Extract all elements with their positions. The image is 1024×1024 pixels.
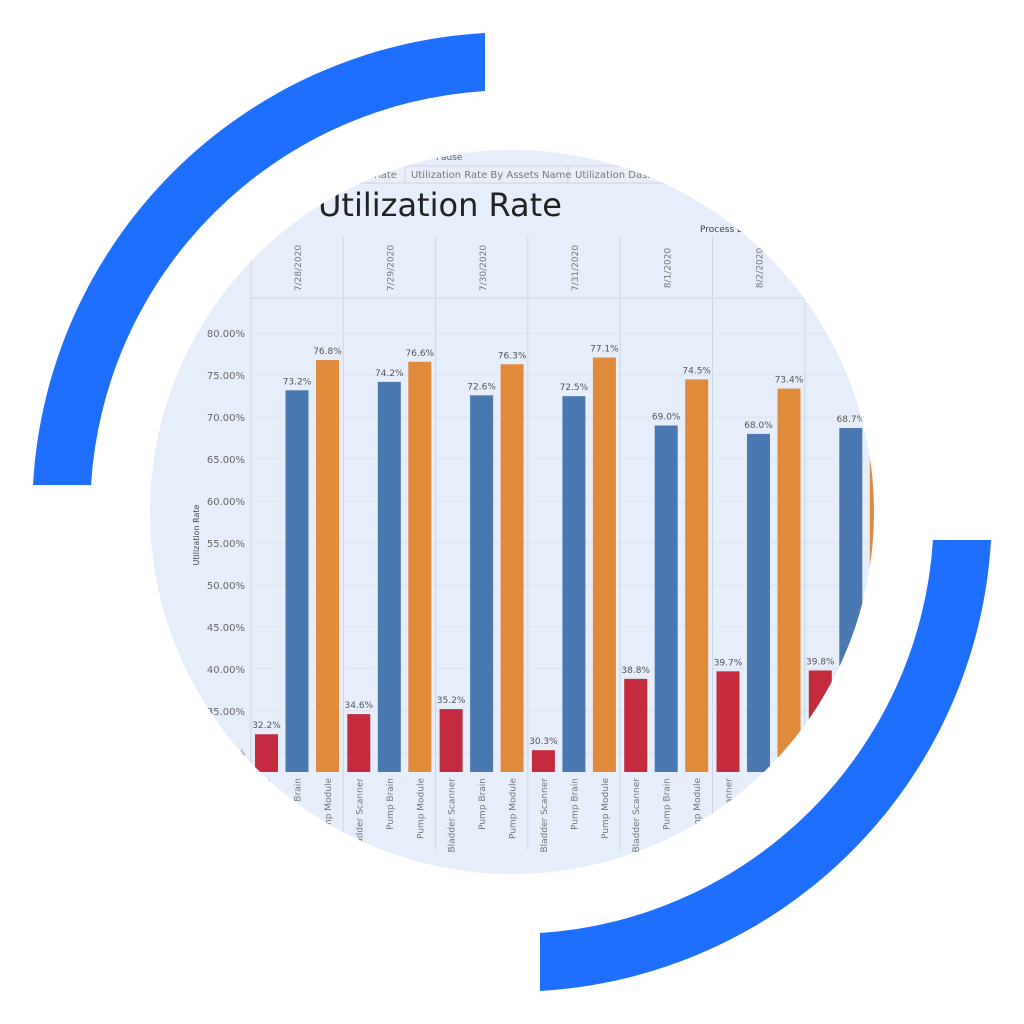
x-category-label: Pump Brain	[663, 778, 673, 830]
x-category-label: Pump Module	[693, 778, 703, 840]
x-category-label: Pump Module	[416, 778, 426, 840]
bar	[285, 390, 309, 772]
y-tick-label: 30.00%	[207, 749, 245, 760]
decorative-arc-top-left	[33, 33, 485, 485]
bar	[839, 428, 863, 772]
bar	[408, 361, 432, 772]
data-label: 39.8%	[806, 657, 835, 667]
data-label: 76.8%	[313, 347, 342, 357]
data-label: 72.5%	[560, 383, 589, 393]
data-label: 72.6%	[467, 382, 496, 392]
bar	[347, 714, 371, 772]
bar	[531, 750, 555, 772]
data-label: 74.5%	[682, 366, 711, 376]
bar	[562, 396, 586, 772]
bar	[654, 425, 678, 772]
tab-utilization-dashboard[interactable]: Utilization Dash	[575, 170, 654, 181]
y-tick-label: 60.00%	[207, 497, 245, 508]
bar	[439, 709, 463, 772]
y-tick-label: 65.00%	[207, 455, 245, 466]
data-label: 32.2%	[252, 721, 281, 731]
bar	[747, 433, 770, 772]
y-tick-label: 70.00%	[207, 413, 245, 424]
date-header: 7/28/2020	[294, 245, 304, 291]
bar	[685, 379, 709, 772]
y-tick-label: 50.00%	[207, 581, 245, 592]
y-tick-label: 40.00%	[207, 665, 245, 676]
x-category-label: Bladder Scanner	[263, 778, 273, 853]
date-header: 8/1/2020	[663, 248, 673, 289]
tab-utilization-rate[interactable]: Rate	[374, 170, 397, 181]
x-category-label: Bladder Scanner	[448, 778, 458, 853]
bar	[255, 734, 278, 772]
x-category-label: Bladder Scanner	[725, 778, 735, 853]
bar	[624, 678, 648, 772]
data-label: 34.6%	[345, 701, 374, 711]
date-header: 8/2/2020	[756, 248, 766, 289]
data-label: 38.8%	[621, 666, 650, 676]
bar	[592, 357, 616, 772]
x-category-label: Pump Brain	[755, 778, 765, 830]
x-category-label: Bladder Scanner	[632, 778, 642, 853]
data-label: 76.6%	[406, 349, 435, 359]
data-label: 74.2%	[375, 369, 404, 379]
y-tick-label: 55.00%	[207, 539, 245, 550]
data-label: 77.1%	[590, 345, 619, 355]
data-label: 76.3%	[498, 351, 527, 361]
x-category-label: Bladder Scanner	[540, 778, 550, 853]
decorative-arc-bottom-right	[540, 540, 991, 991]
bar	[316, 360, 339, 772]
data-label: 68.7%	[837, 415, 866, 425]
bar	[500, 364, 524, 772]
tab-bar: Rate Utilization Rate By Assets Name Uti…	[249, 165, 751, 184]
data-label: 68.0%	[744, 421, 773, 431]
data-label: 35.2%	[437, 696, 466, 706]
x-category-label: Pump Module	[601, 778, 611, 840]
data-label: 73.2%	[283, 377, 312, 387]
bar	[777, 388, 801, 772]
data-label: 30.3%	[529, 737, 558, 747]
y-axis-label: Utilization Rate	[192, 504, 201, 565]
x-category-label: Pump Module	[324, 778, 334, 840]
bar	[808, 670, 832, 772]
x-category-label: Pump Brain	[478, 778, 488, 830]
x-category-label: Pump Brain	[570, 778, 580, 830]
y-tick-label: 45.00%	[207, 623, 245, 634]
date-header: 7/29/2020	[386, 245, 396, 291]
y-tick-label: 35.00%	[207, 707, 245, 718]
x-category-label: Pump Brain	[386, 778, 396, 830]
date-header: 7/31/2020	[571, 245, 581, 291]
bar	[470, 395, 494, 772]
y-tick-label: 80.00%	[207, 329, 245, 340]
y-tick-label: 75.00%	[207, 371, 245, 382]
tab-utilization-rate-by-assets-name[interactable]: Utilization Rate By Assets Name	[411, 170, 572, 181]
date-header: 7/30/2020	[479, 245, 489, 291]
pause-button[interactable]: Pause	[436, 153, 463, 163]
bar	[716, 671, 740, 772]
x-category-label: Pump Brain	[294, 778, 304, 830]
data-label: 39.7%	[714, 658, 743, 668]
data-label: 73.4%	[775, 376, 804, 386]
x-category-label: Bladder Scanner	[355, 778, 365, 853]
x-category-label: Pump Module	[509, 778, 519, 840]
process-filter-label[interactable]: Process D	[700, 225, 744, 235]
page-title: Utilization Rate	[318, 186, 562, 224]
data-label: 69.0%	[652, 413, 681, 423]
bar	[377, 381, 401, 772]
